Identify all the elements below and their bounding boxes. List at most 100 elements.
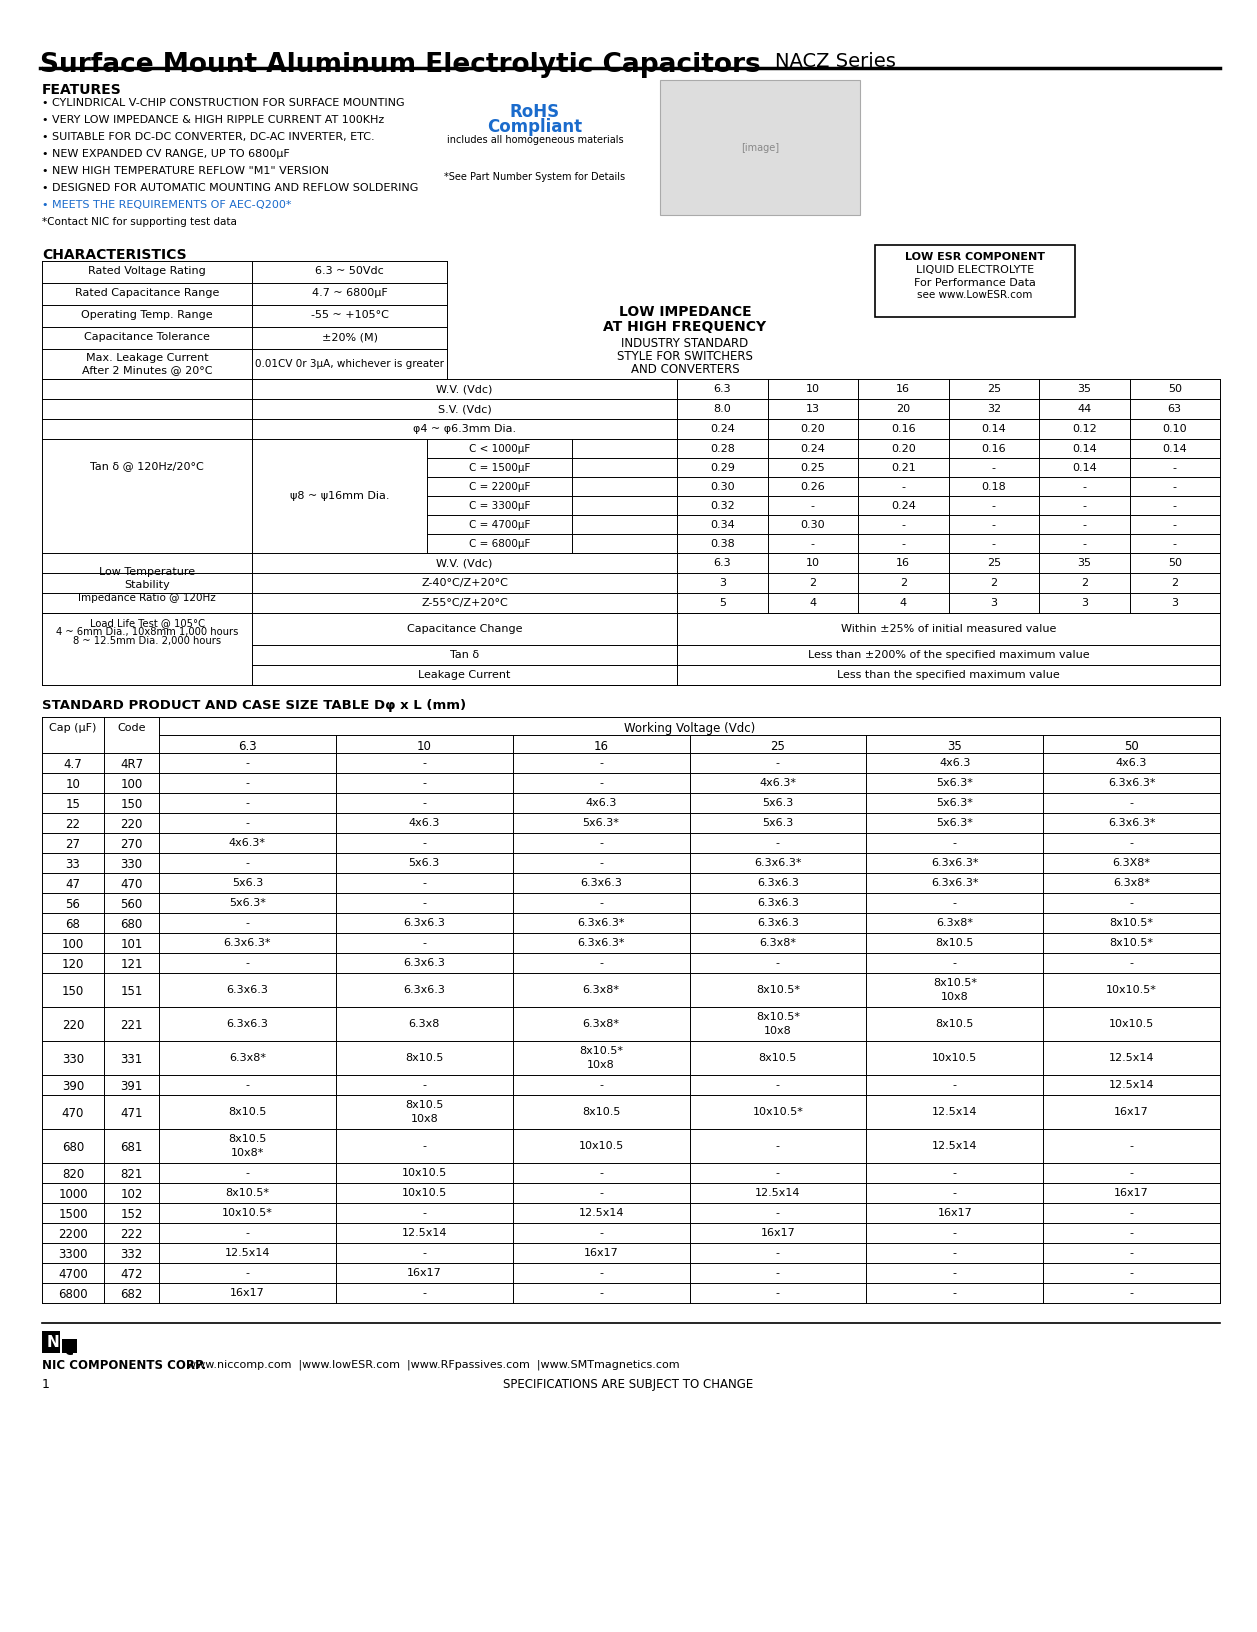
Text: 0.01CV 0r 3μA, whichever is greater: 0.01CV 0r 3μA, whichever is greater	[255, 359, 444, 369]
Text: 100: 100	[121, 778, 142, 792]
Text: -: -	[776, 757, 779, 769]
Text: 0.14: 0.14	[1163, 444, 1187, 454]
Text: *Contact NIC for supporting test data: *Contact NIC for supporting test data	[41, 217, 236, 227]
Text: 6.3x6.3: 6.3x6.3	[226, 1018, 268, 1030]
Text: 0.26: 0.26	[801, 481, 825, 491]
Text: -: -	[953, 958, 957, 968]
Text: 680: 680	[121, 917, 142, 930]
Text: -: -	[600, 837, 603, 849]
Text: -: -	[776, 1141, 779, 1151]
Text: -: -	[600, 757, 603, 769]
Text: 472: 472	[121, 1268, 143, 1281]
Text: 6.3: 6.3	[238, 739, 256, 752]
Text: 22: 22	[65, 818, 80, 831]
Text: 12.5x14: 12.5x14	[578, 1208, 623, 1217]
Text: 120: 120	[62, 958, 84, 971]
Text: 16: 16	[896, 384, 910, 393]
Text: W.V. (Vdc): W.V. (Vdc)	[436, 384, 493, 393]
Text: AND CONVERTERS: AND CONVERTERS	[631, 362, 739, 375]
Text: -: -	[600, 898, 603, 907]
Text: 470: 470	[62, 1106, 84, 1120]
Text: -: -	[422, 757, 426, 769]
Text: Load Life Test @ 105°C: Load Life Test @ 105°C	[89, 619, 205, 628]
Text: 4 ~ 6mm Dia., 10x8mm 1,000 hours: 4 ~ 6mm Dia., 10x8mm 1,000 hours	[55, 627, 238, 636]
Text: -: -	[1173, 481, 1177, 491]
Text: 332: 332	[121, 1248, 142, 1262]
Text: -: -	[1130, 1248, 1134, 1258]
Text: 0.29: 0.29	[710, 463, 734, 473]
Text: 6.3x8*: 6.3x8*	[582, 1018, 620, 1030]
Text: After 2 Minutes @ 20°C: After 2 Minutes @ 20°C	[82, 366, 212, 375]
Text: 681: 681	[121, 1141, 143, 1154]
Text: 6.3x8*: 6.3x8*	[582, 986, 620, 996]
Text: • DESIGNED FOR AUTOMATIC MOUNTING AND REFLOW SOLDERING: • DESIGNED FOR AUTOMATIC MOUNTING AND RE…	[41, 183, 419, 193]
Text: Surface Mount Aluminum Electrolytic Capacitors: Surface Mount Aluminum Electrolytic Capa…	[40, 52, 760, 78]
Text: 12.5x14: 12.5x14	[931, 1141, 978, 1151]
Text: 0.20: 0.20	[801, 424, 825, 434]
Text: 6.3x6.3: 6.3x6.3	[581, 878, 622, 888]
Text: 5x6.3: 5x6.3	[762, 798, 793, 808]
Text: 12.5x14: 12.5x14	[1109, 1053, 1154, 1062]
Bar	[41, 1332, 60, 1353]
Text: 16x17: 16x17	[1114, 1106, 1149, 1116]
Text: 2: 2	[900, 578, 906, 588]
Text: 10x10.5: 10x10.5	[402, 1188, 447, 1198]
Text: 4x6.3: 4x6.3	[586, 798, 617, 808]
Text: ψ8 ~ ψ16mm Dia.: ψ8 ~ ψ16mm Dia.	[290, 491, 390, 501]
Text: Compliant: Compliant	[488, 118, 582, 135]
Text: -: -	[776, 958, 779, 968]
Text: -: -	[422, 938, 426, 948]
Text: 4x6.3: 4x6.3	[939, 757, 970, 769]
Text: 680: 680	[62, 1141, 84, 1154]
Text: 0.30: 0.30	[710, 481, 734, 491]
Text: -: -	[1082, 539, 1086, 548]
Text: 0.14: 0.14	[1072, 463, 1096, 473]
Text: 8 ~ 12.5mm Dia. 2,000 hours: 8 ~ 12.5mm Dia. 2,000 hours	[73, 636, 221, 646]
Text: 4x6.3: 4x6.3	[1116, 757, 1148, 769]
Text: Leakage Current: Leakage Current	[419, 671, 510, 681]
Text: 331: 331	[121, 1053, 142, 1066]
Text: Capacitance Tolerance: Capacitance Tolerance	[84, 331, 210, 343]
Text: -: -	[953, 1169, 957, 1178]
Text: LOW IMPEDANCE: LOW IMPEDANCE	[618, 305, 752, 318]
Text: -: -	[901, 521, 905, 530]
Text: 3300: 3300	[58, 1248, 88, 1262]
Text: 10x8: 10x8	[587, 1061, 615, 1071]
Text: -: -	[776, 1248, 779, 1258]
Text: 121: 121	[121, 958, 143, 971]
Text: Z-40°C/Z+20°C: Z-40°C/Z+20°C	[421, 578, 508, 588]
Text: 16x17: 16x17	[230, 1288, 265, 1297]
Text: 8.0: 8.0	[714, 405, 732, 415]
Text: FEATURES: FEATURES	[41, 83, 122, 96]
Text: -: -	[1130, 958, 1134, 968]
Text: -: -	[776, 1169, 779, 1178]
Text: 10x8: 10x8	[764, 1027, 792, 1036]
Text: Code: Code	[117, 723, 146, 733]
Text: 6.3X8*: 6.3X8*	[1112, 858, 1150, 868]
Text: -: -	[422, 1288, 426, 1297]
Text: 6.3x8*: 6.3x8*	[229, 1053, 266, 1062]
Text: INDUSTRY STANDARD: INDUSTRY STANDARD	[621, 336, 749, 349]
Text: 391: 391	[121, 1080, 143, 1093]
Text: -: -	[953, 898, 957, 907]
Text: 50: 50	[1168, 384, 1182, 393]
Text: 3: 3	[1172, 597, 1178, 609]
Text: • NEW HIGH TEMPERATURE REFLOW "M1" VERSION: • NEW HIGH TEMPERATURE REFLOW "M1" VERSI…	[41, 166, 329, 176]
Text: 0.25: 0.25	[801, 463, 825, 473]
Text: -: -	[1082, 521, 1086, 530]
Text: C = 1500μF: C = 1500μF	[469, 463, 530, 473]
Text: 63: 63	[1168, 405, 1182, 415]
Text: -: -	[1130, 837, 1134, 849]
Text: LIQUID ELECTROLYTE: LIQUID ELECTROLYTE	[916, 264, 1035, 276]
Text: -55 ~ +105°C: -55 ~ +105°C	[310, 310, 388, 320]
Text: -: -	[811, 501, 815, 511]
Text: Cap (μF): Cap (μF)	[49, 723, 97, 733]
Text: -: -	[422, 898, 426, 907]
Text: 3: 3	[991, 597, 997, 609]
Text: STANDARD PRODUCT AND CASE SIZE TABLE Dφ x L (mm): STANDARD PRODUCT AND CASE SIZE TABLE Dφ …	[41, 698, 466, 712]
Text: 10: 10	[806, 384, 820, 393]
Text: -: -	[776, 1208, 779, 1217]
Text: 0.14: 0.14	[982, 424, 1006, 434]
Text: -: -	[422, 798, 426, 808]
Text: -: -	[953, 1288, 957, 1297]
